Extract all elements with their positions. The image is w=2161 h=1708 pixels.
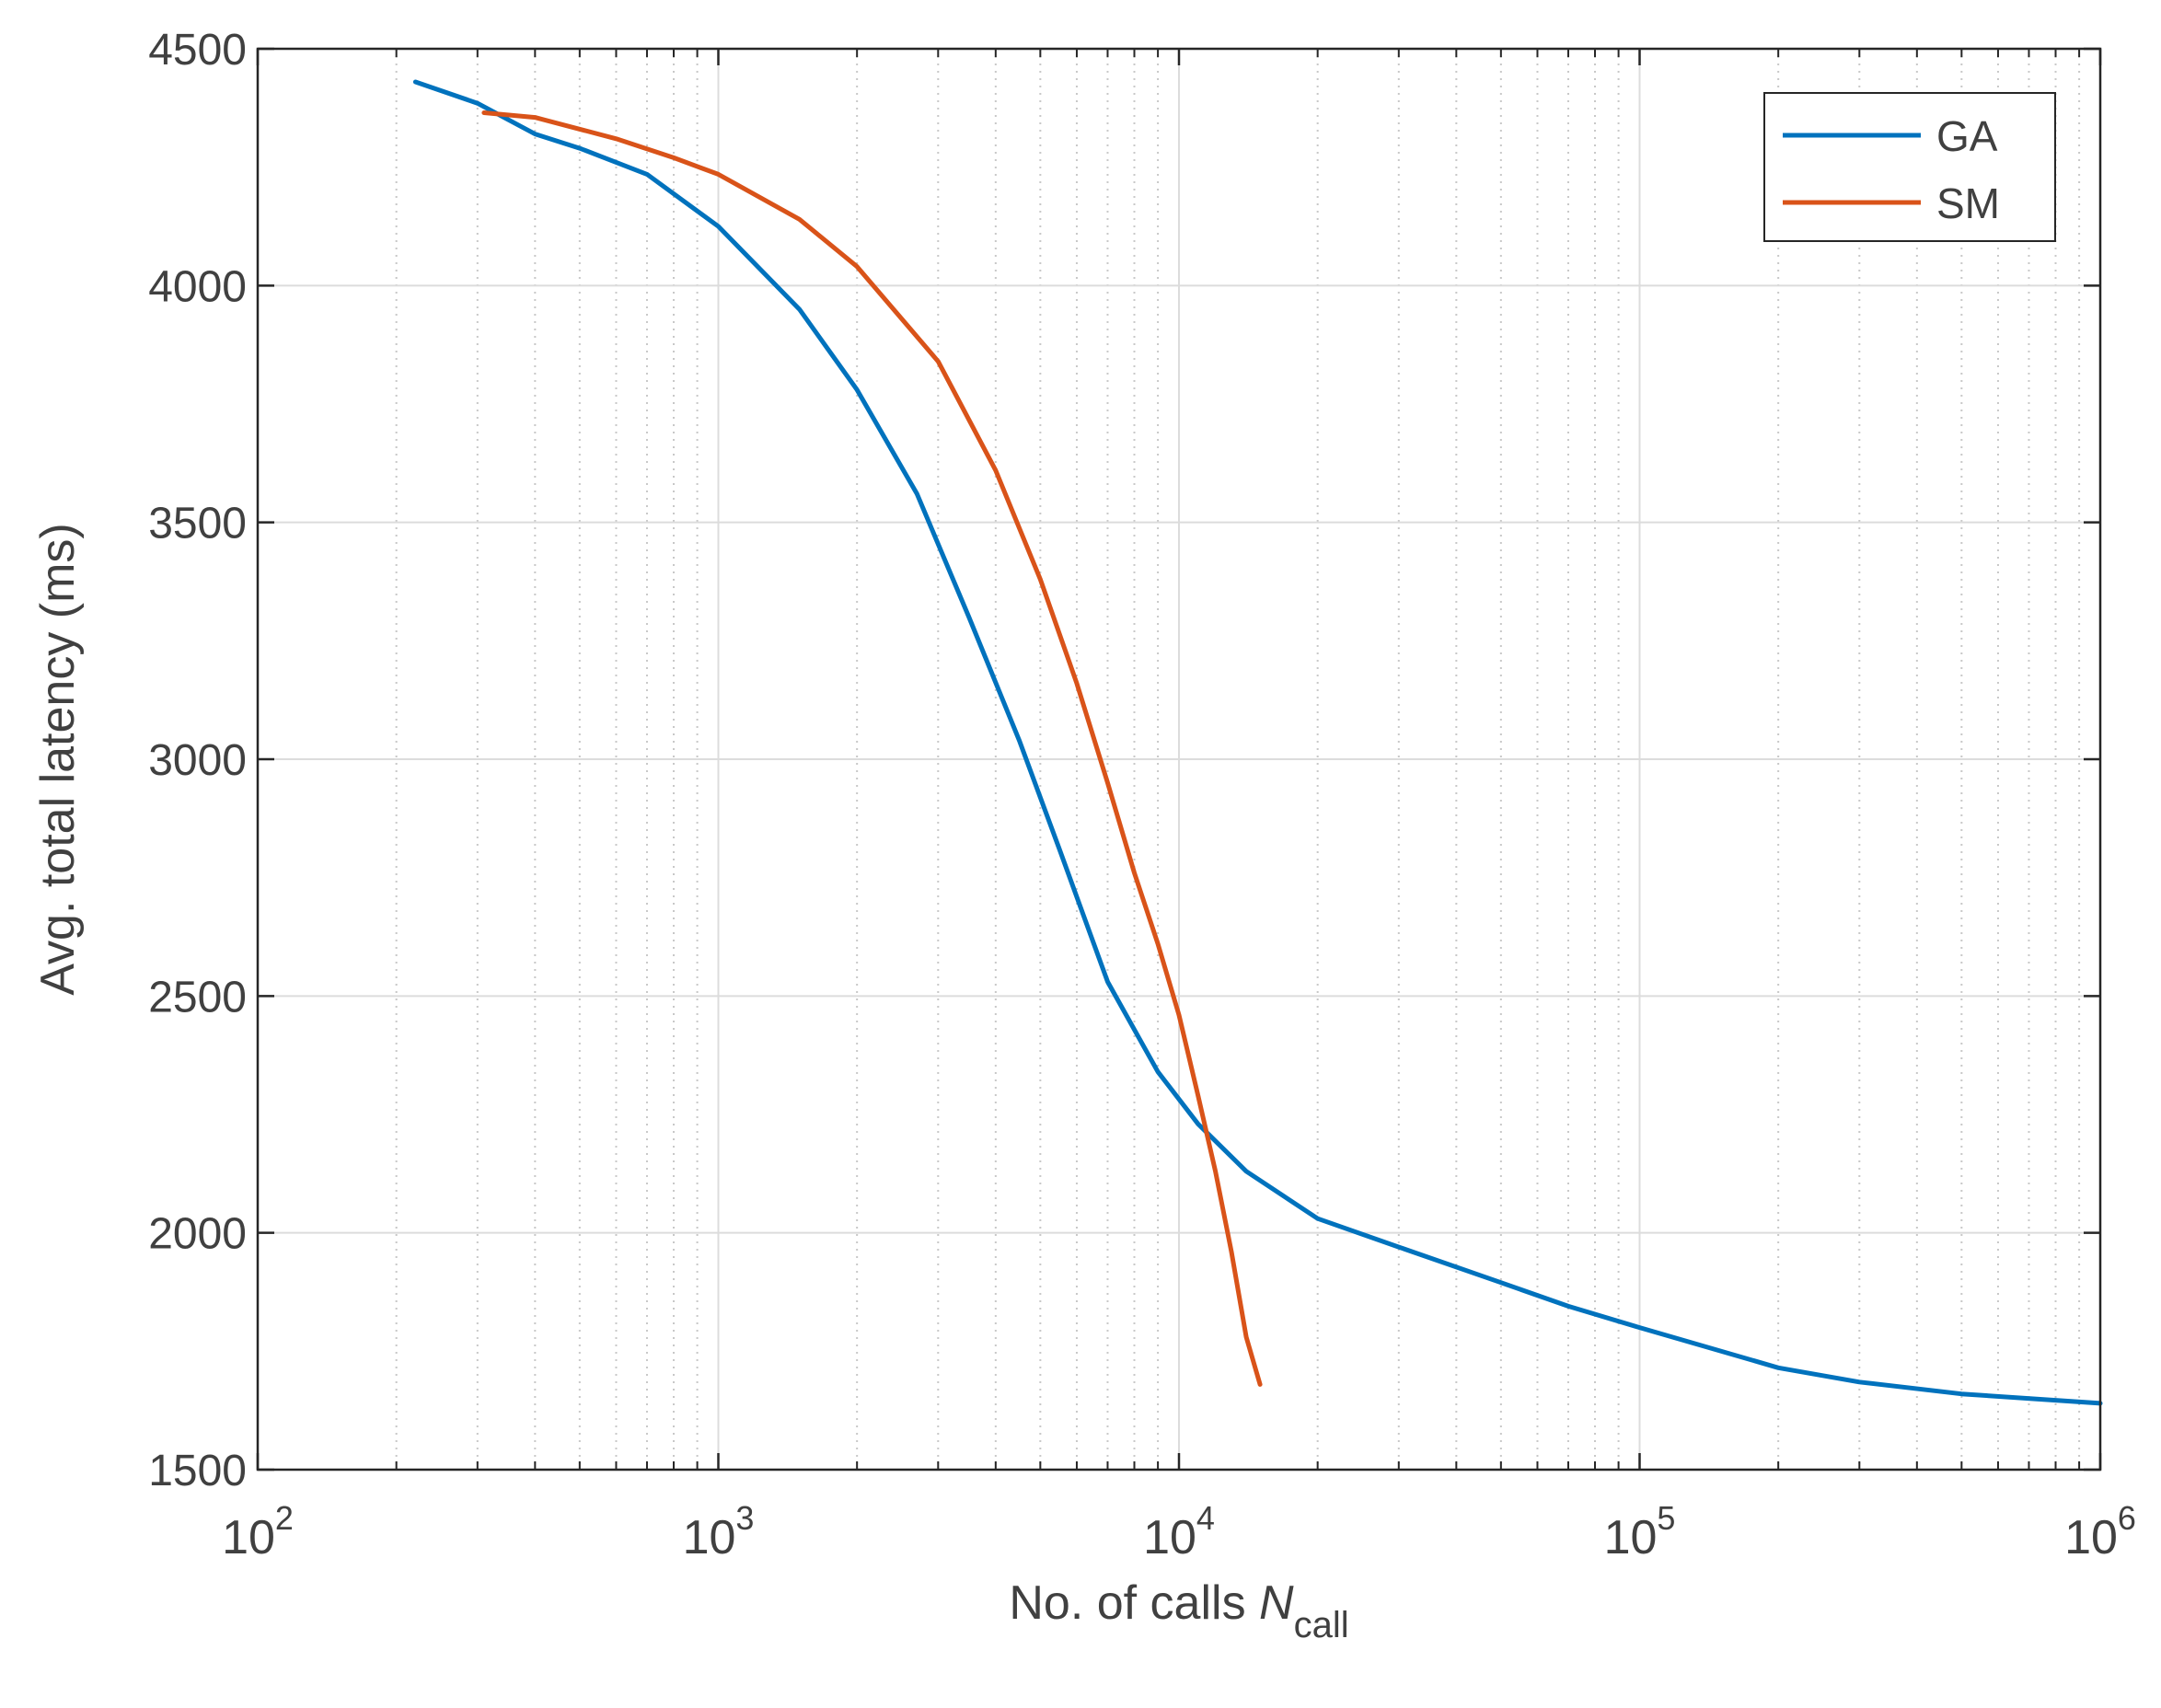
x-tick-label: 103 — [683, 1499, 755, 1564]
y-tick-label: 4500 — [148, 26, 247, 75]
x-tick-label: 104 — [1143, 1499, 1215, 1564]
legend-label-ga: GA — [1936, 112, 1998, 160]
x-axis-label-subscript: call — [1294, 1605, 1349, 1645]
x-tick-label: 102 — [222, 1499, 294, 1564]
x-tick-label-base: 10 — [2064, 1511, 2118, 1564]
legend-label-sm: SM — [1936, 179, 2000, 227]
x-tick-label: 105 — [1604, 1499, 1676, 1564]
x-tick-label-exponent: 3 — [735, 1499, 754, 1537]
x-axis-label: No. of calls Ncall — [1009, 1576, 1348, 1645]
y-tick-label: 1500 — [148, 1447, 247, 1495]
y-tick-label: 3500 — [148, 500, 247, 548]
x-tick-label-exponent: 4 — [1196, 1499, 1215, 1537]
x-tick-label-base: 10 — [683, 1511, 736, 1564]
x-tick-label-exponent: 6 — [2118, 1499, 2136, 1537]
y-tick-label: 4000 — [148, 262, 247, 311]
series-group — [412, 79, 2103, 1406]
y-tick-label: 2500 — [148, 973, 247, 1021]
ticks — [256, 47, 2102, 1471]
series-line-ga — [412, 79, 2103, 1406]
series-line-sm — [481, 110, 1263, 1387]
legend: GA SM — [1763, 92, 2056, 242]
x-tick-label-exponent: 2 — [275, 1499, 294, 1537]
x-tick-label: 106 — [2064, 1499, 2136, 1564]
x-tick-label-base: 10 — [1143, 1511, 1196, 1564]
y-tick-labels: 1500 2000 2500 3000 3500 4000 4500 — [148, 26, 247, 1495]
x-tick-labels: 102 103 104 105 106 — [222, 1499, 2136, 1564]
x-axis-label-text: No. of calls — [1009, 1576, 1245, 1630]
y-axis-label: Avg. total latency (ms) — [31, 523, 85, 995]
y-tick-label: 2000 — [148, 1210, 247, 1259]
legend-box — [1763, 92, 2056, 242]
x-tick-label-base: 10 — [222, 1511, 275, 1564]
x-axis-label-symbol: N — [1259, 1576, 1294, 1630]
x-tick-label-base: 10 — [1604, 1511, 1658, 1564]
y-tick-label: 3000 — [148, 736, 247, 785]
x-tick-label-exponent: 5 — [1657, 1499, 1675, 1537]
